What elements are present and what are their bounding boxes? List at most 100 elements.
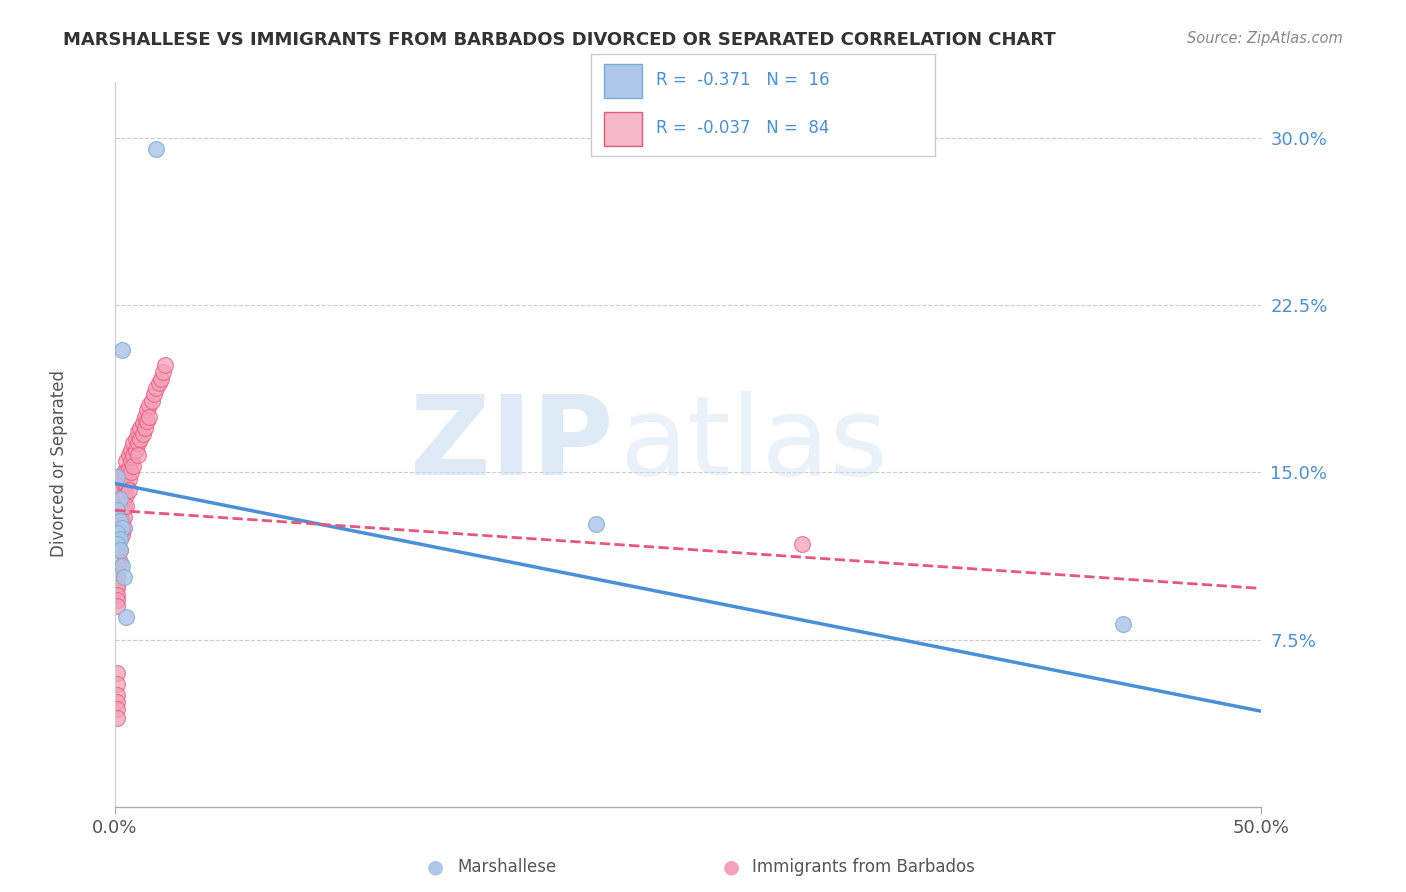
Point <box>145 381 167 395</box>
Point <box>134 421 156 435</box>
Point <box>115 610 138 624</box>
Point <box>105 570 128 584</box>
Point <box>108 510 131 524</box>
Point <box>111 470 134 484</box>
Point <box>105 599 128 614</box>
Point <box>585 516 607 531</box>
Text: MARSHALLESE VS IMMIGRANTS FROM BARBADOS DIVORCED OR SEPARATED CORRELATION CHART: MARSHALLESE VS IMMIGRANTS FROM BARBADOS … <box>63 31 1056 49</box>
Point <box>111 521 134 535</box>
Point <box>152 365 174 379</box>
Point <box>111 515 134 529</box>
Text: ●: ● <box>723 857 740 877</box>
Point <box>115 466 138 480</box>
Point <box>136 403 159 417</box>
Point <box>105 492 128 507</box>
Point <box>111 492 134 507</box>
Point <box>105 711 128 725</box>
Point <box>115 499 138 513</box>
Point <box>127 425 149 440</box>
Point <box>105 566 128 580</box>
Point <box>131 417 153 431</box>
FancyBboxPatch shape <box>605 112 643 145</box>
Point <box>105 515 128 529</box>
Text: R =  -0.371   N =  16: R = -0.371 N = 16 <box>657 71 830 89</box>
Point <box>105 533 128 547</box>
Text: ●: ● <box>427 857 444 877</box>
Point <box>108 492 131 507</box>
Text: Immigrants from Barbados: Immigrants from Barbados <box>752 858 976 876</box>
Point <box>118 472 141 486</box>
Point <box>108 533 131 547</box>
Point <box>118 483 141 498</box>
Point <box>105 537 128 551</box>
Point <box>105 588 128 602</box>
Point <box>111 528 134 542</box>
Point <box>111 503 134 517</box>
Point <box>105 499 128 513</box>
Point <box>112 476 135 491</box>
Point <box>112 510 135 524</box>
Point <box>105 702 128 716</box>
Point <box>105 666 128 681</box>
Point <box>136 414 159 428</box>
Point <box>1112 617 1135 632</box>
Point <box>105 689 128 703</box>
Point <box>122 448 145 462</box>
Point <box>105 470 128 484</box>
Point <box>120 466 142 480</box>
Point <box>155 358 177 372</box>
Text: Source: ZipAtlas.com: Source: ZipAtlas.com <box>1187 31 1343 46</box>
Point <box>138 399 160 413</box>
Text: Divorced or Separated: Divorced or Separated <box>51 370 67 558</box>
Point <box>105 521 128 535</box>
Point <box>105 555 128 569</box>
Point <box>112 570 135 584</box>
Point <box>149 372 172 386</box>
Point <box>111 559 134 574</box>
Point <box>105 695 128 709</box>
Point <box>105 525 128 540</box>
Point <box>105 559 128 574</box>
Point <box>127 448 149 462</box>
Point <box>111 481 134 495</box>
Point <box>134 409 156 424</box>
Point <box>105 510 128 524</box>
Point <box>792 537 814 551</box>
Point <box>112 488 135 502</box>
Text: ZIP: ZIP <box>411 391 613 498</box>
Point <box>108 515 131 529</box>
Point <box>108 543 131 558</box>
Point <box>122 436 145 450</box>
Point <box>141 394 163 409</box>
Point <box>105 592 128 607</box>
Point <box>120 454 142 468</box>
Point <box>108 521 131 535</box>
Point <box>118 448 141 462</box>
Point <box>127 436 149 450</box>
Point <box>111 343 134 357</box>
Point <box>145 142 167 156</box>
Point <box>105 577 128 591</box>
Point <box>105 541 128 556</box>
Point <box>112 466 135 480</box>
Point <box>131 427 153 442</box>
Point <box>105 677 128 691</box>
Point <box>118 461 141 475</box>
Point <box>115 454 138 468</box>
Point <box>105 476 128 491</box>
Point <box>124 443 146 458</box>
Point <box>105 548 128 562</box>
Point <box>124 432 146 446</box>
Point <box>105 488 128 502</box>
Point <box>105 503 128 517</box>
Point <box>105 537 128 551</box>
Point <box>105 506 128 520</box>
Point <box>143 387 166 401</box>
Text: Marshallese: Marshallese <box>457 858 557 876</box>
Point <box>108 488 131 502</box>
Text: atlas: atlas <box>619 391 887 498</box>
Point <box>108 555 131 569</box>
Point <box>108 476 131 491</box>
Point <box>105 525 128 540</box>
Point <box>108 533 131 547</box>
